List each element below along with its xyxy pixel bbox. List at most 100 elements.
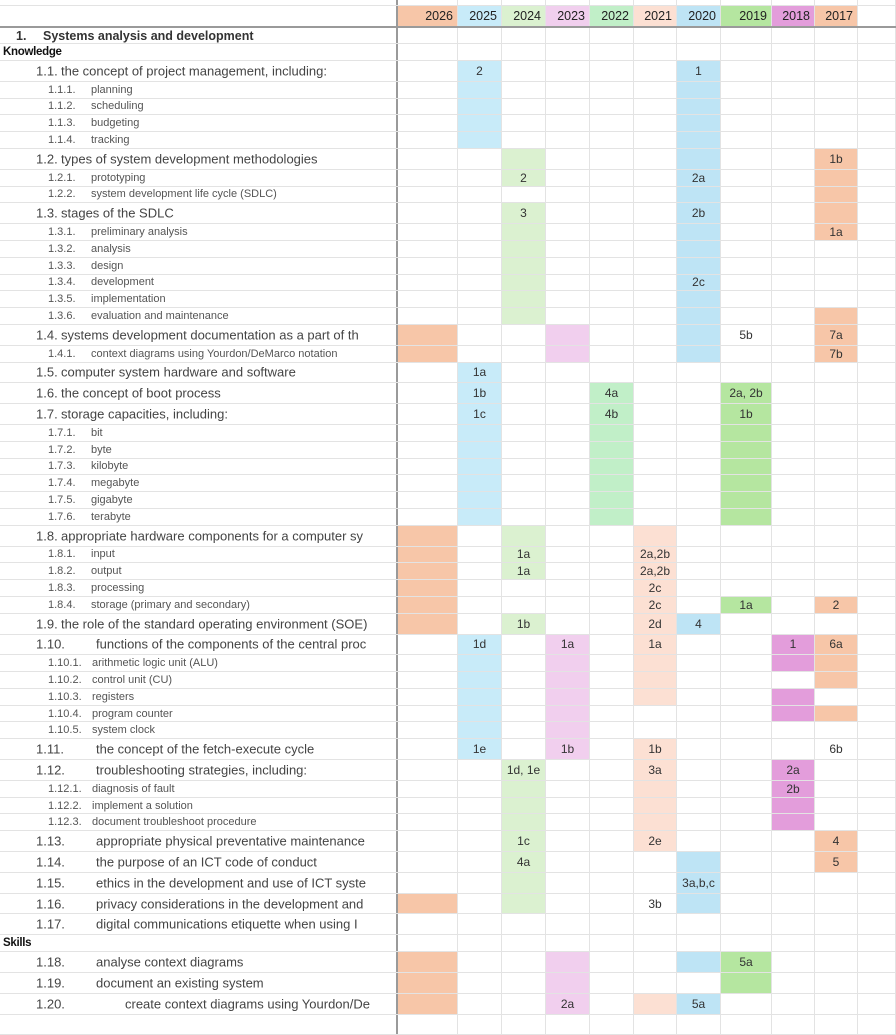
year-cell[interactable] — [458, 563, 502, 580]
year-cell[interactable] — [634, 780, 677, 797]
year-cell[interactable]: 1d — [458, 634, 502, 655]
year-cell[interactable] — [634, 98, 677, 115]
year-cell[interactable] — [721, 993, 772, 1014]
row-label-cell[interactable]: 1.4.1. context diagrams using Yourdon/DeM… — [0, 345, 398, 362]
year-cell[interactable]: 2 — [815, 596, 858, 613]
year-cell[interactable] — [721, 546, 772, 563]
row-label-cell[interactable]: 1.1.4. tracking — [0, 132, 398, 148]
year-cell[interactable] — [772, 705, 815, 722]
year-cell[interactable] — [502, 257, 546, 274]
year-cell[interactable] — [677, 672, 721, 688]
year-cell[interactable] — [458, 814, 502, 831]
year-cell[interactable] — [772, 952, 815, 973]
year-cell[interactable] — [458, 98, 502, 115]
year-cell[interactable] — [721, 81, 772, 98]
row-label-cell[interactable]: 1.7.3. kilobyte — [0, 458, 398, 475]
year-cell[interactable] — [721, 814, 772, 831]
year-cell[interactable] — [858, 115, 896, 132]
year-cell[interactable] — [546, 257, 590, 274]
year-cell[interactable] — [398, 291, 458, 308]
year-cell[interactable] — [677, 132, 721, 148]
year-cell[interactable] — [458, 797, 502, 814]
year-cell[interactable] — [590, 952, 634, 973]
year-cell[interactable] — [677, 760, 721, 780]
year-cell[interactable] — [546, 688, 590, 705]
year-cell[interactable] — [546, 98, 590, 115]
year-cell[interactable] — [858, 186, 896, 203]
year-cell[interactable] — [858, 596, 896, 613]
year-cell[interactable] — [398, 362, 458, 383]
year-cell[interactable] — [772, 186, 815, 203]
year-cell[interactable] — [721, 308, 772, 324]
year-cell[interactable] — [721, 831, 772, 852]
year-cell[interactable] — [458, 780, 502, 797]
year-cell[interactable] — [858, 81, 896, 98]
row-label-cell[interactable]: 1.7.5. gigabyte — [0, 492, 398, 508]
row-label-cell[interactable]: 1.12.1. diagnosis of fault — [0, 780, 398, 797]
header-label-cell[interactable] — [0, 6, 398, 26]
year-cell[interactable] — [634, 240, 677, 257]
year-cell[interactable] — [677, 28, 721, 43]
row-label-cell[interactable]: 1.10.4. program counter — [0, 705, 398, 722]
year-cell[interactable] — [590, 224, 634, 240]
year-cell[interactable] — [721, 362, 772, 383]
year-cell[interactable] — [502, 634, 546, 655]
year-cell[interactable] — [721, 780, 772, 797]
cell[interactable] — [502, 1014, 546, 1034]
year-cell[interactable] — [772, 831, 815, 852]
year-cell[interactable] — [815, 308, 858, 324]
year-cell[interactable] — [772, 458, 815, 475]
year-cell[interactable] — [590, 705, 634, 722]
year-cell[interactable] — [815, 203, 858, 224]
row-label-cell[interactable]: 1.15. ethics in the development and use o… — [0, 872, 398, 893]
year-cell[interactable] — [634, 993, 677, 1014]
year-cell[interactable] — [590, 872, 634, 893]
year-cell[interactable] — [546, 240, 590, 257]
year-cell[interactable] — [815, 705, 858, 722]
year-header-cell[interactable]: 2019 — [721, 6, 772, 26]
year-cell[interactable] — [502, 705, 546, 722]
year-cell[interactable] — [590, 441, 634, 458]
year-cell[interactable]: 7b — [815, 345, 858, 362]
year-cell[interactable] — [590, 525, 634, 546]
year-cell[interactable]: 1 — [772, 634, 815, 655]
year-cell[interactable] — [634, 44, 677, 60]
year-cell[interactable] — [458, 424, 502, 441]
year-cell[interactable] — [458, 760, 502, 780]
year-cell[interactable] — [458, 308, 502, 324]
year-cell[interactable] — [590, 458, 634, 475]
year-cell[interactable] — [634, 203, 677, 224]
year-cell[interactable] — [815, 98, 858, 115]
year-cell[interactable] — [458, 546, 502, 563]
year-cell[interactable] — [858, 634, 896, 655]
year-cell[interactable] — [721, 169, 772, 186]
year-cell[interactable] — [815, 952, 858, 973]
year-cell[interactable] — [590, 324, 634, 345]
row-label-cell[interactable]: 1.10. functions of the components of the … — [0, 634, 398, 655]
year-cell[interactable] — [815, 291, 858, 308]
year-cell[interactable] — [721, 688, 772, 705]
year-cell[interactable] — [634, 257, 677, 274]
year-cell[interactable] — [815, 613, 858, 634]
cell[interactable] — [677, 0, 721, 5]
year-cell[interactable] — [677, 973, 721, 993]
year-cell[interactable] — [677, 441, 721, 458]
year-cell[interactable] — [772, 475, 815, 492]
cell[interactable] — [815, 0, 858, 5]
year-cell[interactable] — [677, 546, 721, 563]
year-cell[interactable] — [772, 148, 815, 169]
year-cell[interactable]: 4 — [815, 831, 858, 852]
year-cell[interactable] — [546, 458, 590, 475]
year-cell[interactable] — [546, 81, 590, 98]
year-cell[interactable] — [721, 893, 772, 914]
year-cell[interactable] — [634, 705, 677, 722]
year-cell[interactable] — [590, 257, 634, 274]
year-cell[interactable] — [590, 760, 634, 780]
year-cell[interactable] — [677, 115, 721, 132]
year-cell[interactable]: 1a — [721, 596, 772, 613]
year-cell[interactable] — [677, 458, 721, 475]
year-cell[interactable] — [858, 739, 896, 760]
year-cell[interactable] — [721, 634, 772, 655]
year-cell[interactable] — [858, 441, 896, 458]
year-cell[interactable] — [858, 780, 896, 797]
